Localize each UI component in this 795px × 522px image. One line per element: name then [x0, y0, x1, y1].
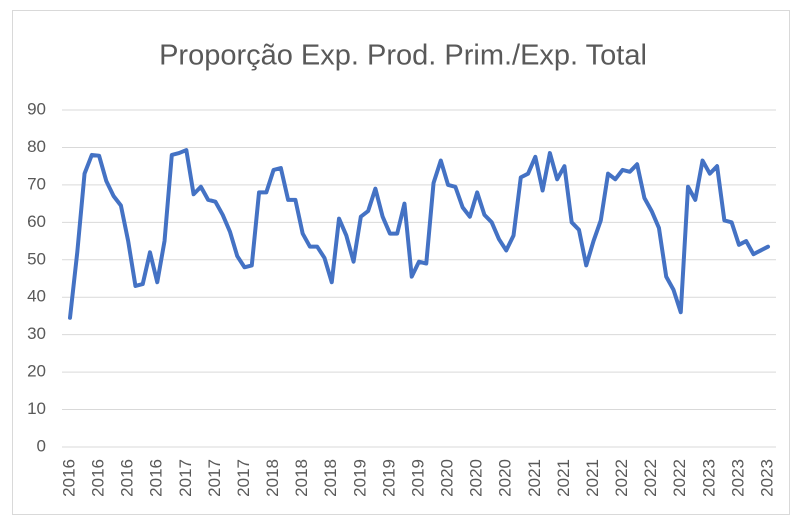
- x-tick-label: 2023: [757, 459, 776, 497]
- y-tick-label: 80: [27, 137, 46, 156]
- x-tick-label: 2019: [408, 459, 427, 497]
- x-tick-label: 2018: [321, 459, 340, 497]
- x-tick-label: 2016: [59, 459, 78, 497]
- x-tick-label: 2019: [379, 459, 398, 497]
- x-tick-label: 2019: [350, 459, 369, 497]
- y-tick-label: 90: [27, 99, 46, 118]
- x-tick-label: 2016: [147, 459, 166, 497]
- x-tick-label: 2018: [263, 459, 282, 497]
- x-tick-label: 2017: [205, 459, 224, 497]
- x-tick-label: 2021: [554, 459, 573, 497]
- y-tick-label: 30: [27, 324, 46, 343]
- y-tick-label: 60: [27, 212, 46, 231]
- y-tick-label: 20: [27, 362, 46, 381]
- data-line: [68, 148, 770, 320]
- x-tick-label: 2022: [612, 459, 631, 497]
- x-tick-label: 2016: [118, 459, 137, 497]
- chart-border: [12, 10, 790, 515]
- y-tick-label: 0: [37, 436, 46, 455]
- x-tick-label: 2021: [525, 459, 544, 497]
- x-tick-label: 2020: [496, 459, 515, 497]
- x-tick-label: 2017: [234, 459, 253, 497]
- x-tick-label: 2023: [728, 459, 747, 497]
- x-tick-label: 2023: [699, 459, 718, 497]
- x-tick-label: 2016: [89, 459, 108, 497]
- y-tick-label: 50: [27, 249, 46, 268]
- y-tick-label: 40: [27, 287, 46, 306]
- x-tick-label: 2022: [670, 459, 689, 497]
- x-tick-label: 2021: [583, 459, 602, 497]
- x-tick-label: 2020: [438, 459, 457, 497]
- y-tick-label: 10: [27, 399, 46, 418]
- x-tick-label: 2020: [467, 459, 486, 497]
- y-tick-label: 70: [27, 174, 46, 193]
- chart-title: Proporção Exp. Prod. Prim./Exp. Total: [159, 40, 647, 72]
- x-tick-label: 2017: [176, 459, 195, 497]
- x-tick-label: 2018: [292, 459, 311, 497]
- x-tick-label: 2022: [641, 459, 660, 497]
